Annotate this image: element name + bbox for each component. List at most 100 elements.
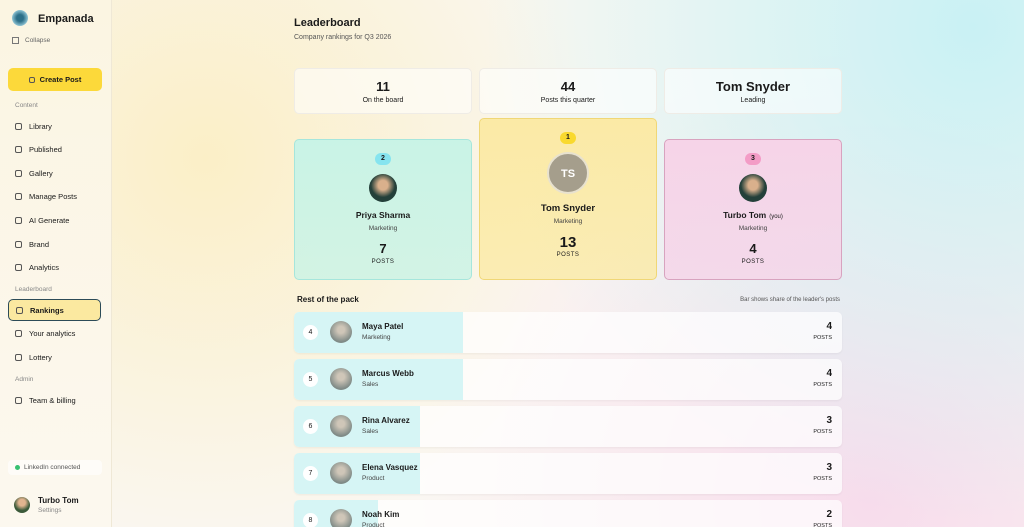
posts-unit: POSTS [371, 259, 395, 265]
podium-name: Priya Sharma [355, 210, 411, 220]
nav-item[interactable]: Lottery [8, 346, 101, 368]
avatar [739, 174, 767, 202]
nav-label: Library [29, 121, 52, 131]
nav-item[interactable]: Brand [8, 233, 101, 255]
nav-section-title: Admin [15, 376, 34, 383]
nav-icon [16, 306, 23, 314]
row-posts: 4 [826, 368, 832, 379]
rank-row[interactable]: 4 Maya Patel Marketing 4 POSTS [294, 312, 842, 353]
nav-item[interactable]: Gallery [8, 162, 101, 184]
nav-label: Published [29, 145, 62, 155]
user-avatar[interactable] [14, 497, 30, 513]
brand-name: Empanada [38, 13, 94, 25]
rank-row[interactable]: 6 Rina Alvarez Sales 3 POSTS [294, 406, 842, 447]
status-chip: LinkedIn connected [8, 460, 102, 475]
nav-section-title: Content [15, 102, 38, 109]
row-name: Elena Vasquez [362, 463, 418, 472]
avatar: TS [547, 152, 589, 194]
nav-icon [15, 216, 22, 224]
brand-logo [12, 10, 28, 26]
stat-card: 11 On the board [294, 68, 472, 114]
avatar [330, 462, 352, 484]
stat-value: 44 [560, 79, 576, 94]
row-name: Marcus Webb [362, 369, 414, 378]
sidebar: Empanada Collapse Create Post Content Lib… [0, 0, 112, 527]
posts-unit: POSTS [741, 259, 765, 265]
rank-number: 4 [303, 325, 318, 340]
nav-item[interactable]: Your analytics [8, 323, 101, 345]
posts-unit: POSTS [813, 382, 832, 388]
nav-item[interactable]: Manage Posts [8, 186, 101, 208]
nav-item[interactable]: AI Generate [8, 209, 101, 231]
row-team: Sales [362, 428, 379, 435]
rank-number: 6 [303, 419, 318, 434]
row-name: Rina Alvarez [362, 416, 410, 425]
nav-icon [15, 330, 22, 338]
nav-item[interactable]: Analytics [8, 257, 101, 279]
avatar [369, 174, 397, 202]
page-title: Leaderboard [294, 17, 361, 29]
nav-label: Analytics [29, 263, 60, 273]
rank-row[interactable]: 5 Marcus Webb Sales 4 POSTS [294, 359, 842, 400]
podium-posts: 13 [559, 234, 577, 251]
nav-section-title: Leaderboard [15, 286, 52, 294]
row-team: Product [362, 475, 385, 482]
nav-item[interactable]: Library [8, 115, 101, 137]
posts-unit: POSTS [813, 335, 832, 341]
nav-label: Team & billing [29, 395, 76, 405]
posts-unit: POSTS [813, 429, 832, 435]
nav-icon [15, 396, 22, 404]
nav-item[interactable]: Team & billing [8, 389, 101, 411]
share-bar [294, 359, 463, 400]
stat-label: Leading [740, 97, 766, 104]
user-settings[interactable]: Settings [38, 507, 62, 514]
row-posts: 3 [826, 415, 832, 426]
status-text: LinkedIn connected [24, 464, 81, 471]
status-dot [15, 465, 20, 470]
stat-card: 44 Posts this quarter [479, 68, 657, 114]
nav-label: Manage Posts [29, 192, 77, 202]
rank-number: 7 [303, 466, 318, 481]
posts-unit: POSTS [813, 523, 832, 527]
nav-label: AI Generate [29, 215, 70, 225]
nav-label: Lottery [29, 352, 52, 362]
nav-label: Rankings [30, 305, 64, 315]
row-name: Noah Kim [362, 510, 400, 519]
rest-note: Bar shows share of the leader's posts [740, 297, 840, 303]
stat-label: Posts this quarter [540, 97, 596, 104]
nav-icon [15, 264, 22, 272]
stat-value: Tom Snyder [715, 79, 791, 94]
posts-unit: POSTS [556, 252, 580, 258]
name-line: Tom Snyder [480, 203, 656, 214]
create-post-button[interactable]: Create Post [8, 68, 102, 91]
nav-icon [15, 146, 22, 154]
stat-label: On the board [362, 97, 404, 104]
rank-badge: 2 [375, 153, 391, 165]
avatar [330, 415, 352, 437]
nav-icon [15, 122, 22, 130]
rank-badge: 3 [745, 153, 761, 165]
podium-team: Marketing [738, 225, 768, 232]
rank-row[interactable]: 7 Elena Vasquez Product 3 POSTS [294, 453, 842, 494]
nav-item[interactable]: Published [8, 139, 101, 161]
rank-number: 5 [303, 372, 318, 387]
rank-row[interactable]: 8 Noah Kim Product 2 POSTS [294, 500, 842, 527]
nav-icon [15, 169, 22, 177]
podium-card: 3 Turbo Tom (you) Marketing 4 POSTS [664, 139, 842, 280]
nav-label: Gallery [29, 168, 53, 178]
collapse-icon[interactable] [12, 37, 19, 44]
nav-icon [15, 353, 22, 361]
row-team: Sales [362, 381, 379, 388]
podium-name: Tom Snyder [540, 203, 596, 214]
create-post-label: Create Post [39, 75, 82, 84]
avatar [330, 509, 352, 527]
name-line: Priya Sharma [295, 210, 471, 220]
podium-posts: 7 [379, 241, 387, 256]
collapse-button[interactable]: Collapse [25, 37, 51, 44]
row-team: Marketing [362, 334, 391, 341]
nav-label: Brand [29, 239, 50, 249]
user-name[interactable]: Turbo Tom [38, 496, 79, 505]
nav-item[interactable]: Rankings [8, 299, 101, 322]
row-posts: 2 [826, 509, 832, 520]
row-posts: 4 [826, 321, 832, 332]
